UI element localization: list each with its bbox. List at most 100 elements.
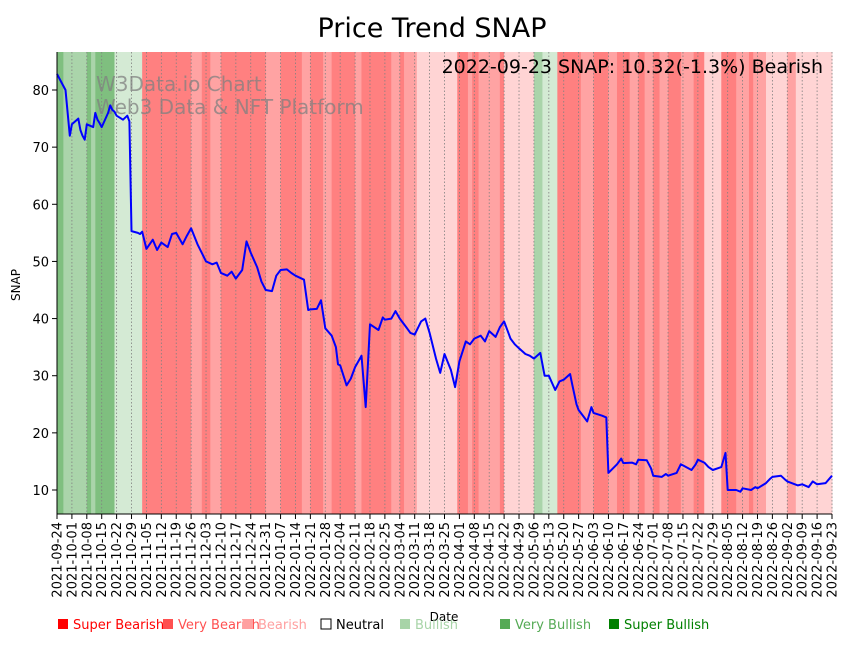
band-bearish (659, 52, 669, 514)
x-tick-label: 2022-09-02 (781, 522, 796, 598)
y-tick-label: 10 (32, 484, 49, 499)
x-tick-label: 2022-06-10 (602, 522, 617, 598)
legend-swatch (320, 618, 332, 630)
band-bearish (753, 52, 767, 514)
band-very_bearish (399, 52, 405, 514)
x-tick-label: 2022-03-18 (423, 522, 438, 598)
band-very_bearish (638, 52, 646, 514)
band-very_bearish (668, 52, 682, 514)
band-very_bearish (361, 52, 392, 514)
x-tick-label: 2022-09-23 (826, 522, 841, 598)
y-tick-label: 50 (32, 255, 49, 270)
band-very_bearish (280, 52, 303, 514)
band-bearish (580, 52, 595, 514)
band-very_bearish (693, 52, 705, 514)
legend-swatch (58, 619, 68, 629)
x-tick-label: 2022-07-29 (706, 522, 721, 598)
y-tick-label: 60 (32, 198, 49, 213)
band-very_bearish (331, 52, 356, 514)
x-tick-label: 2022-09-09 (796, 522, 811, 598)
band-bearish (787, 52, 797, 514)
x-tick-label: 2022-08-19 (751, 522, 766, 598)
x-tick-label: 2022-07-08 (662, 522, 677, 598)
x-tick-label: 2022-01-07 (274, 522, 289, 598)
x-tick-label: 2021-11-19 (170, 522, 185, 598)
band-light_bearish (765, 52, 771, 514)
band-bearish (608, 52, 618, 514)
x-tick-label: 2021-10-15 (95, 522, 110, 598)
band-bearish (404, 52, 418, 514)
x-tick-label: 2022-04-22 (498, 522, 513, 598)
x-tick-label: 2022-07-01 (647, 522, 662, 598)
watermark: W3Data.io Chart Web3 Data & NFT Platform (96, 72, 364, 119)
x-tick-label: 2021-10-01 (65, 522, 80, 598)
x-tick-label: 2022-06-03 (587, 522, 602, 598)
x-tick-label: 2022-03-25 (438, 522, 453, 598)
band-bearish (301, 52, 311, 514)
legend-label: Neutral (336, 618, 384, 633)
x-tick-label: 2022-01-21 (304, 522, 319, 598)
legend-swatch (400, 619, 410, 629)
legend-label: Very Bullish (515, 618, 591, 633)
band-bearish (391, 52, 401, 514)
x-axis-label: Date (430, 610, 459, 624)
x-tick-label: 2021-09-24 (51, 522, 66, 598)
legend-label: Bullish (415, 618, 458, 633)
x-tick-label: 2022-08-05 (721, 522, 736, 598)
x-tick-label: 2021-12-10 (214, 522, 229, 598)
x-tick-label: 2021-10-29 (125, 522, 140, 598)
band-bearish (210, 52, 222, 514)
x-tick-label: 2021-11-26 (185, 522, 200, 598)
x-tick-label: 2022-05-27 (572, 522, 587, 598)
x-tick-label: 2022-06-24 (632, 522, 647, 598)
band-very_bearish (653, 52, 661, 514)
band-light_bearish (795, 52, 833, 514)
band-very_bearish (472, 52, 480, 514)
x-tick-label: 2021-10-22 (110, 522, 125, 598)
x-tick-label: 2022-01-28 (319, 522, 334, 598)
band-bearish (355, 52, 362, 514)
y-tick-label: 40 (32, 313, 49, 328)
x-tick-label: 2022-05-20 (557, 522, 572, 598)
band-very_bearish (142, 52, 192, 514)
band-bearish (467, 52, 473, 514)
x-tick-label: 2022-01-14 (289, 522, 304, 598)
band-bearish (644, 52, 654, 514)
x-tick-label: 2022-02-18 (363, 522, 378, 598)
band-bearish (629, 52, 639, 514)
x-tick-label: 2022-07-22 (691, 522, 706, 598)
band-bullish (533, 52, 543, 514)
watermark-line-1: W3Data.io Chart (96, 72, 262, 96)
band-very_bullish (86, 52, 92, 514)
legend-label: Very Bearish (178, 618, 260, 633)
band-light_bullish (542, 52, 558, 514)
x-tick-label: 2022-04-29 (513, 522, 528, 598)
x-axis-ticks: 2021-09-24 2021-10-01 2021-10-08 2021-10-15… (51, 514, 841, 598)
band-very_bearish (748, 52, 754, 514)
latest-price-annotation: 2022-09-23 SNAP: 10.32(-1.3%) Bearish (442, 56, 823, 78)
band-bearish (680, 52, 695, 514)
chart-title: Price Trend SNAP (317, 13, 546, 44)
y-tick-label: 70 (32, 141, 49, 156)
x-tick-label: 2022-02-11 (349, 522, 364, 598)
x-tick-label: 2022-02-25 (378, 522, 393, 598)
x-tick-label: 2022-06-17 (617, 522, 632, 598)
band-light_bearish (770, 52, 788, 514)
legend-label: Super Bearish (73, 618, 164, 633)
x-tick-label: 2022-03-04 (393, 522, 408, 598)
x-tick-label: 2022-08-12 (736, 522, 751, 598)
x-tick-label: 2022-04-08 (468, 522, 483, 598)
y-tick-label: 30 (32, 370, 49, 385)
band-very_bearish (721, 52, 737, 514)
x-tick-label: 2022-05-13 (542, 522, 557, 598)
x-tick-label: 2022-08-26 (766, 522, 781, 598)
band-bullish (91, 52, 96, 514)
legend-swatch (500, 619, 510, 629)
band-very_bearish (557, 52, 582, 514)
y-tick-label: 20 (32, 427, 49, 442)
band-very_bearish (457, 52, 469, 514)
band-bearish (191, 52, 203, 514)
y-axis-ticks: 10 20 30 40 50 60 70 80 (32, 84, 57, 499)
